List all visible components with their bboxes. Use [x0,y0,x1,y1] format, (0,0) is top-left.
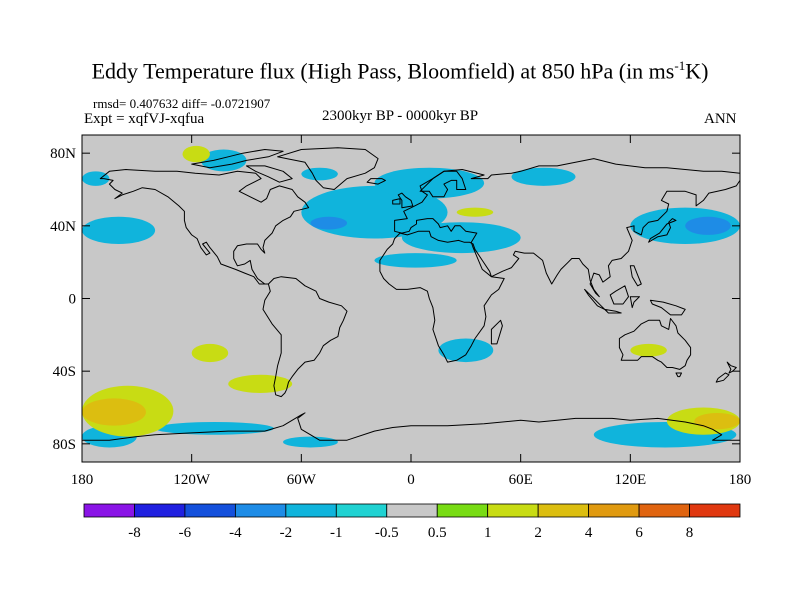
flux-region-1 [310,216,348,230]
colorbar-label: 8 [686,525,694,541]
flux-region-6 [685,216,731,235]
lon-tick-label: 60E [509,472,533,488]
flux-region-15 [155,422,274,435]
colorbar-label: 0.5 [428,525,447,541]
flux-region-18 [82,398,146,426]
lon-tick-label: 180 [729,472,752,488]
colorbar-label: -0.5 [375,525,399,541]
colorbar-swatch [335,503,388,518]
flux-region-4 [374,253,457,268]
experiment-label: Expt = xqfVJ-xqfua [84,111,205,127]
flux-region-7 [82,216,156,244]
colorbar-swatch [537,503,590,518]
flux-region-8 [82,171,110,186]
colorbar-label: -4 [229,525,242,541]
coast-japan [648,218,677,243]
flux-region-5 [630,207,740,244]
lon-tick-label: 120W [173,472,211,488]
colorbar-label: -1 [330,525,343,541]
colorbar-swatch [184,503,236,518]
lat-tick-label: 40S [53,364,76,380]
coast-philippines [629,265,642,287]
flux-region-16 [283,436,338,448]
coast-indonesia [584,285,686,316]
flux-region-20 [191,343,229,363]
coast-arctic-islands [191,149,284,169]
lat-tick-label: 80N [50,146,76,162]
stats-label: rmsd= 0.407632 diff= -0.0721907 [93,96,271,111]
coast-south-america [262,276,348,398]
colorbar-swatch [134,503,186,518]
colorbar-label: 4 [585,525,593,541]
flux-region-3 [401,222,521,254]
flux-region-22 [694,412,740,430]
coast-australia [618,318,692,370]
season-label: ANN [704,111,737,127]
colorbar-swatch [487,503,539,518]
coast-british-isles [392,192,414,209]
colorbar-label: -6 [179,525,192,541]
flux-region-11 [511,167,576,186]
coast-tasmania [675,372,682,378]
colorbar-swatch [285,503,337,518]
colorbar-swatch [234,503,287,518]
lon-tick-label: 60W [287,472,317,488]
colorbar-label: 6 [635,525,643,541]
coast-antarctica [82,412,740,441]
coast-madagascar [490,319,503,345]
figure-title: Eddy Temperature flux (High Pass, Bloomf… [0,58,800,84]
coastlines [82,147,740,441]
title-text: Eddy Temperature flux (High Pass, Bloomf… [91,58,675,84]
coast-iceland [366,178,386,185]
lat-tick-label: 80S [53,437,76,453]
lon-tick-label: 180 [71,472,94,488]
lat-tick-label: 40N [50,219,76,235]
flux-region-2 [374,167,485,199]
lat-tick-label: 0 [69,292,77,308]
colorbar-swatch [689,503,741,518]
flux-region-10 [301,167,338,181]
colorbar-label: -8 [128,525,141,541]
flux-region-25 [182,145,210,163]
colorbar-swatch [436,503,489,518]
lon-tick-label: 120E [614,472,646,488]
flux-shading [82,145,740,448]
coast-baffin [246,165,293,183]
colorbar-swatch [588,503,640,518]
flux-region-12 [438,338,494,363]
colorbar-label: -2 [280,525,293,541]
colorbar-swatch [386,503,438,518]
title-end: K) [685,58,709,84]
colorbar: -8 -6 -4 -2 -1 -0.5 0.5 1 2 4 6 8 [83,503,741,541]
axis-ticks: 80N 40N 0 40S 80S 180 120W 60W 0 60E 120E 180 [50,135,751,488]
flux-region-23 [456,207,494,217]
coast-north-america [99,169,310,285]
colorbar-label: 1 [484,525,492,541]
lon-tick-label: 0 [407,472,415,488]
coast-greenland [277,147,379,190]
title-superscript: -1 [674,58,686,73]
flux-region-24 [630,343,667,357]
colorbar-swatch [638,503,690,518]
coast-eurasia [379,158,740,363]
colorbar-swatch [83,503,135,518]
flux-region-19 [228,374,293,393]
coast-scandinavia [419,170,467,198]
colorbar-label: 2 [534,525,542,541]
period-label: 2300kyr BP - 0000kyr BP [322,108,479,124]
